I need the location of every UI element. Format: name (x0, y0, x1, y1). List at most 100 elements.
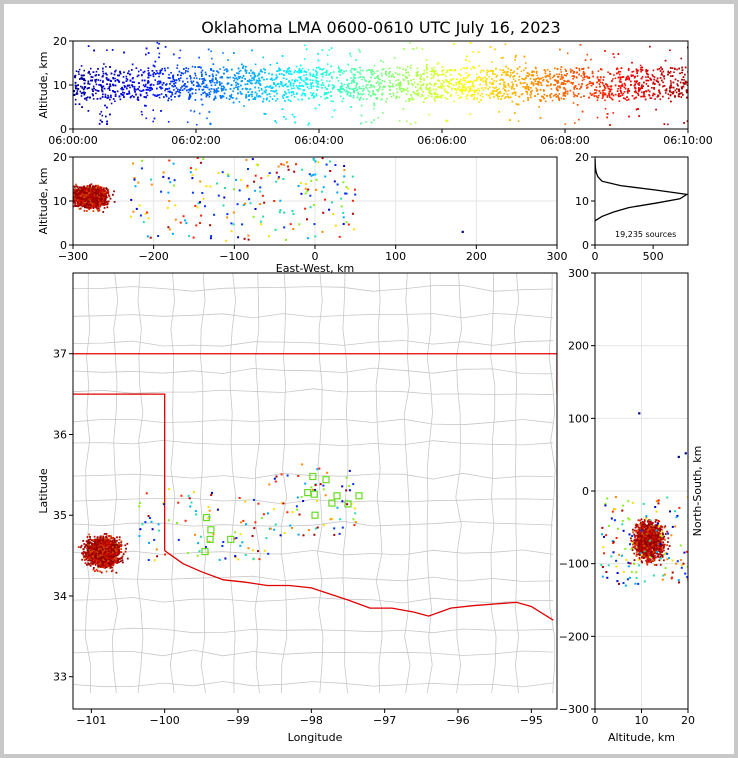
source-point (619, 76, 622, 79)
source-point (649, 97, 652, 99)
source-point (301, 67, 304, 70)
source-point (444, 96, 447, 99)
source-point (244, 70, 247, 72)
source-point (242, 75, 245, 77)
source-point (491, 91, 494, 94)
source-point (461, 90, 463, 92)
source-point (672, 86, 675, 89)
source-point (491, 83, 493, 85)
source-point (512, 92, 514, 94)
source-point (359, 50, 361, 53)
source-point (530, 91, 532, 93)
source-point (432, 69, 435, 71)
source-point (409, 42, 411, 44)
source-point (534, 80, 537, 82)
source-point (324, 97, 326, 100)
source-point (114, 95, 117, 97)
source-point (78, 73, 80, 75)
source-point (654, 98, 656, 100)
source-point (410, 96, 413, 98)
source-point (237, 76, 240, 78)
source-point (382, 112, 384, 114)
source-point (542, 79, 545, 81)
source-point (433, 93, 436, 95)
source-point (259, 95, 262, 98)
source-point (610, 85, 612, 88)
source-point (164, 67, 166, 70)
source-point (129, 96, 132, 99)
source-point (524, 87, 527, 90)
source-point (667, 71, 670, 74)
source-point (497, 92, 500, 94)
source-point (318, 66, 320, 69)
source-point (350, 82, 353, 84)
source-point (194, 92, 197, 94)
source-point (245, 72, 248, 74)
source-point (515, 83, 518, 86)
source-point (198, 88, 200, 91)
source-point (461, 83, 463, 85)
source-point (652, 69, 655, 72)
source-point (446, 69, 449, 72)
source-point (193, 110, 196, 113)
source-point (560, 74, 563, 76)
source-point (472, 82, 474, 85)
source-point (301, 84, 303, 87)
source-point (407, 90, 409, 93)
source-point (322, 72, 324, 75)
source-point (254, 75, 257, 78)
source-point (364, 78, 366, 81)
source-point (681, 66, 683, 69)
source-point (271, 87, 273, 89)
source-point (196, 85, 198, 87)
source-point (674, 78, 677, 81)
source-point (564, 80, 566, 82)
source-point (646, 72, 648, 75)
source-point (287, 99, 290, 101)
source-point (290, 85, 292, 87)
source-point (206, 117, 208, 120)
source-point (372, 91, 375, 94)
source-point (634, 87, 637, 90)
source-point (145, 105, 147, 107)
source-point (123, 96, 125, 98)
source-point (489, 81, 491, 84)
source-point (663, 77, 666, 80)
source-point (147, 67, 150, 69)
source-point (428, 92, 431, 94)
source-point (441, 70, 443, 73)
source-point (609, 96, 611, 98)
source-point (119, 98, 122, 101)
source-point (201, 73, 203, 76)
source-point (276, 83, 279, 85)
source-point (226, 76, 229, 79)
source-point (638, 84, 640, 86)
source-point (434, 70, 437, 72)
source-point (597, 70, 600, 72)
source-point (272, 90, 274, 92)
source-point (682, 76, 685, 78)
source-point (208, 96, 211, 98)
source-point (216, 79, 218, 82)
source-point (558, 99, 561, 102)
source-point (221, 96, 223, 98)
source-point (370, 86, 373, 88)
source-point (189, 77, 192, 80)
source-point (428, 88, 431, 90)
source-point (407, 80, 409, 82)
source-point (493, 79, 495, 82)
source-point (285, 83, 287, 85)
source-point (667, 70, 669, 73)
source-point (329, 72, 332, 74)
source-point (117, 79, 119, 82)
source-point (147, 52, 150, 54)
source-point (95, 83, 98, 86)
source-point (573, 95, 575, 98)
source-point (271, 73, 273, 76)
source-point (662, 70, 665, 73)
source-point (559, 68, 562, 71)
source-point (465, 81, 468, 83)
source-point (449, 69, 451, 71)
source-point (476, 97, 478, 100)
source-point (440, 82, 442, 85)
